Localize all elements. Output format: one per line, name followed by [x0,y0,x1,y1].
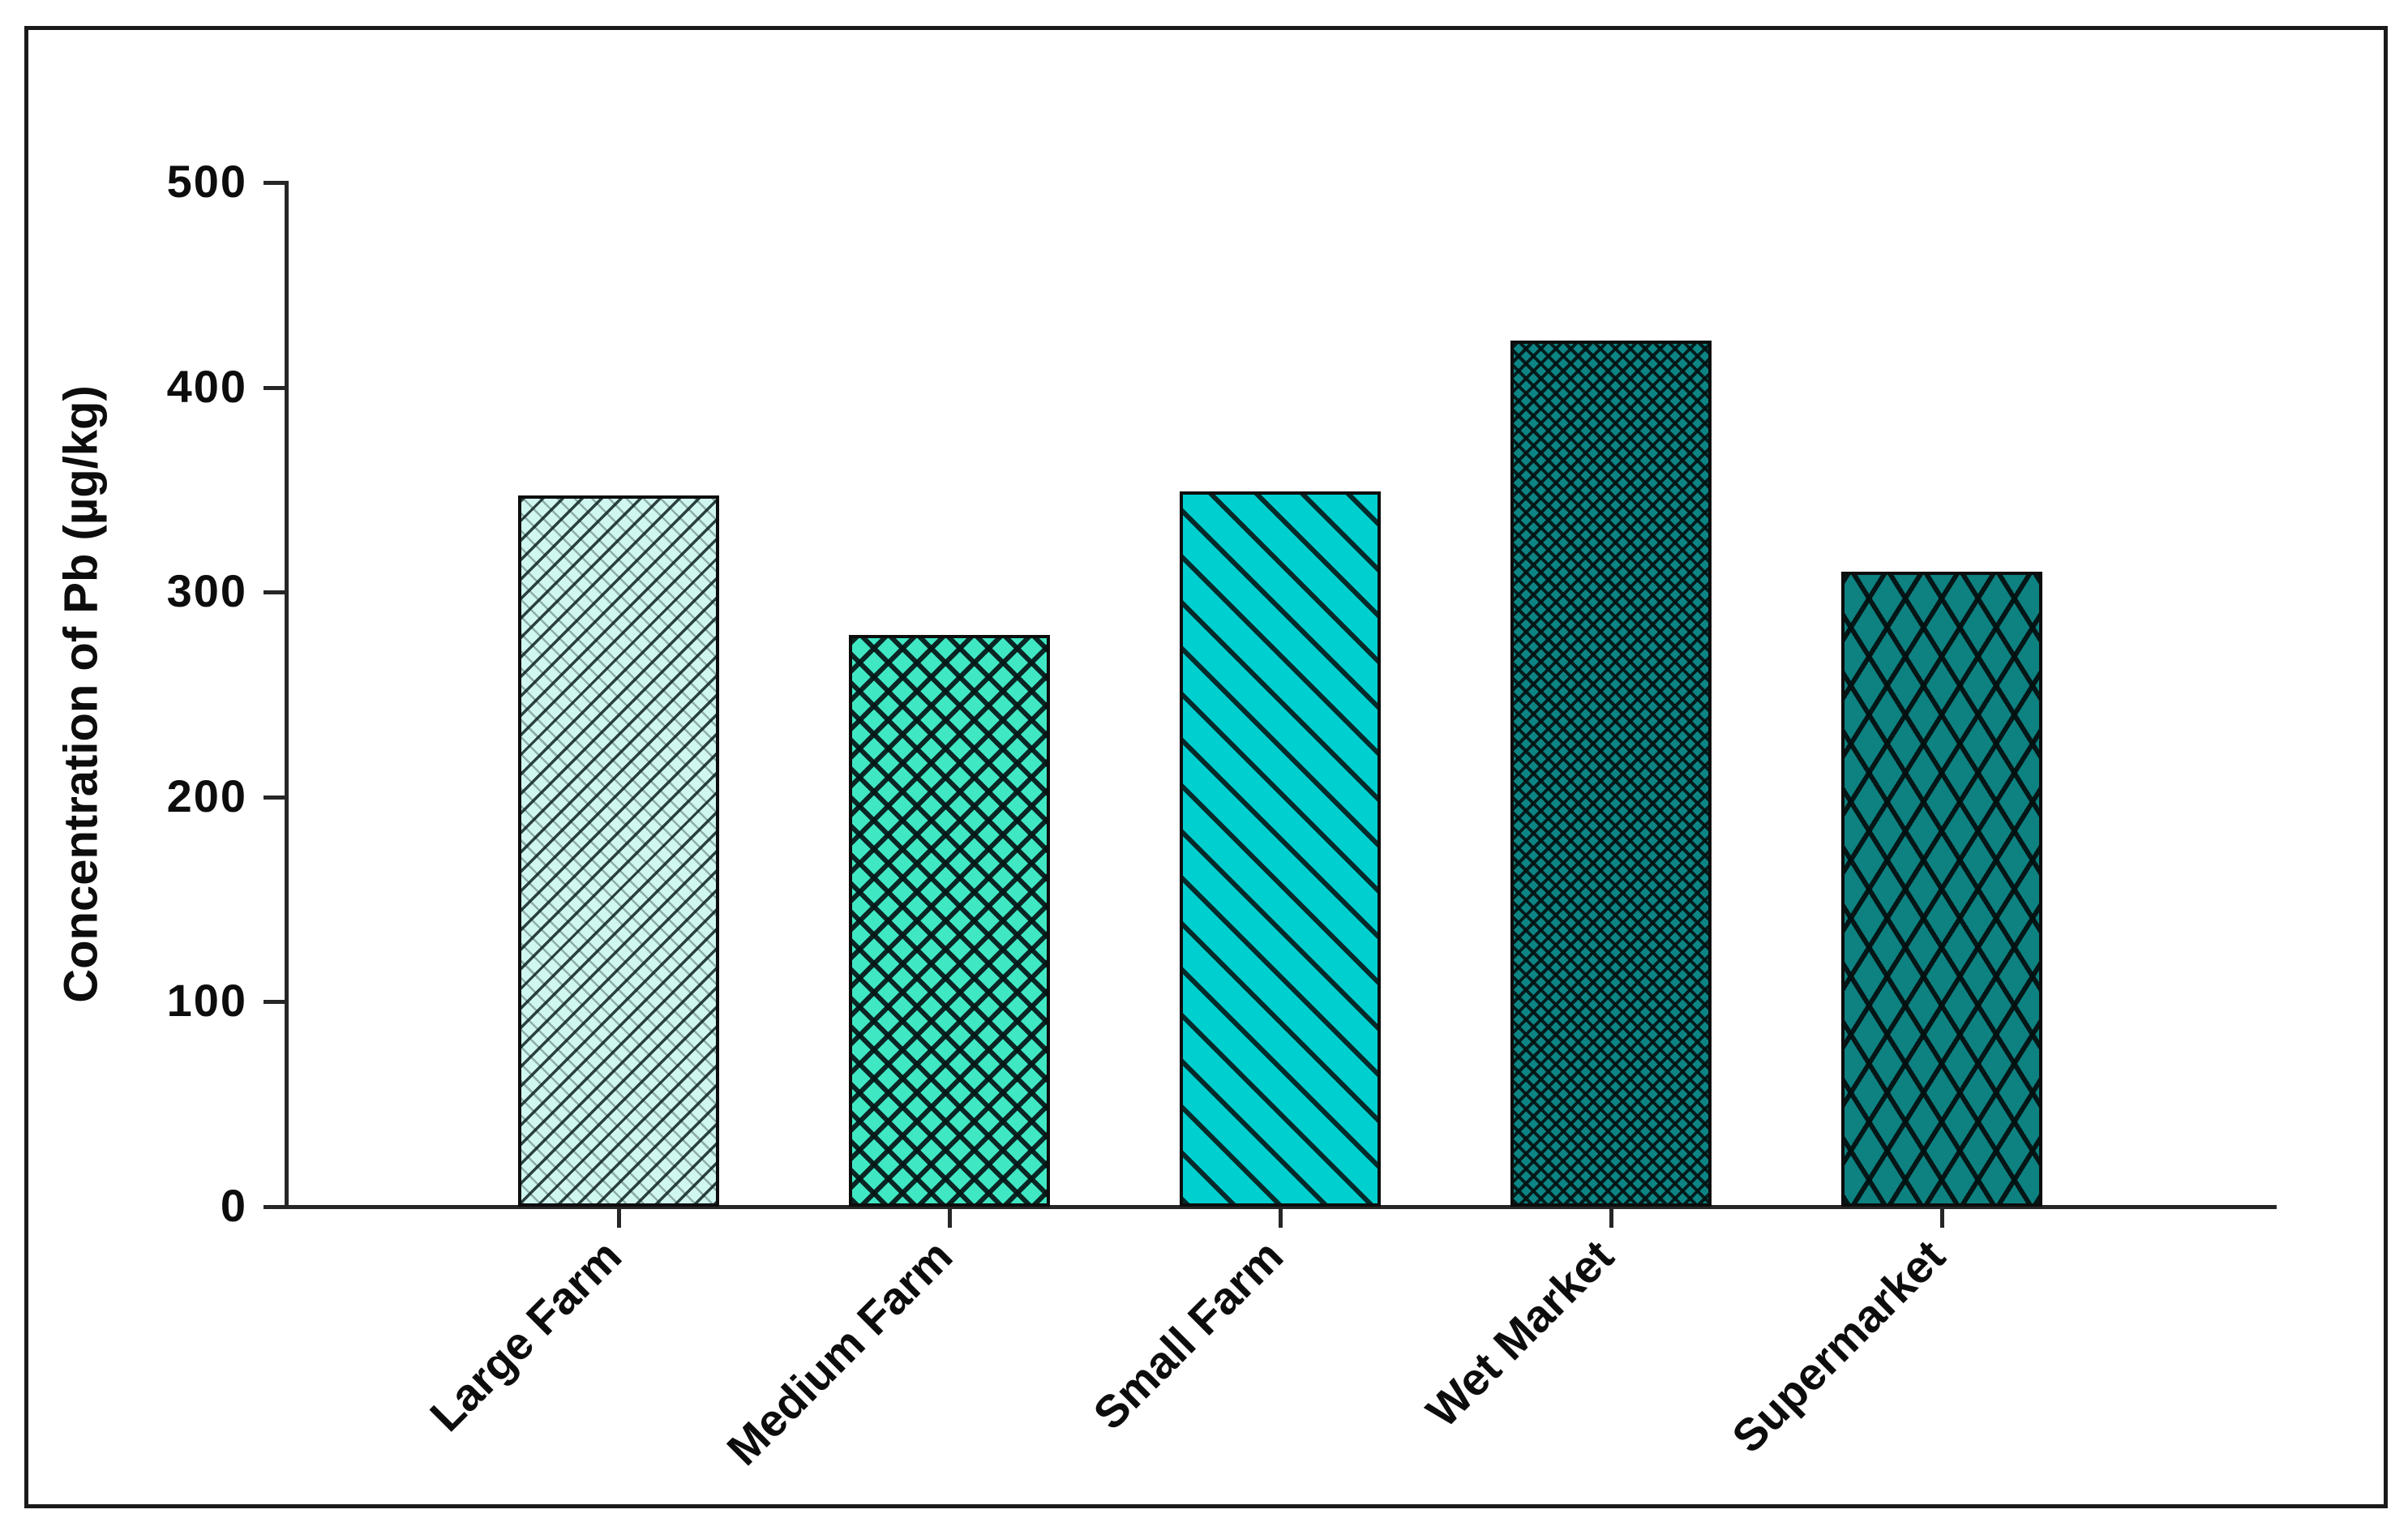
bar-medium-farm [849,635,1050,1207]
y-tick-300 [264,590,286,595]
y-tick-0 [264,1205,286,1209]
y-tick-label-500: 500 [166,156,247,207]
y-tick-400 [264,385,286,390]
x-tick-medium-farm [948,1207,952,1228]
bar-large-farm [518,495,719,1207]
x-tick-large-farm [617,1207,621,1228]
x-tick-wet-market [1609,1207,1613,1228]
bar-small-farm [1180,491,1381,1207]
y-tick-200 [264,795,286,800]
y-axis-title: Concentration of Pb (µg/kg) [54,385,108,1003]
bar-supermarket [1841,571,2042,1207]
y-tick-label-400: 400 [166,360,247,412]
x-tick-supermarket [1940,1207,1944,1228]
x-tick-small-farm [1279,1207,1283,1228]
y-tick-100 [264,1000,286,1005]
y-tick-label-200: 200 [166,770,247,821]
y-axis-line [285,181,289,1209]
y-tick-label-100: 100 [166,975,247,1027]
y-tick-500 [264,181,286,185]
y-tick-label-300: 300 [166,565,247,617]
x-axis-line [276,1205,2277,1209]
y-tick-label-0: 0 [220,1180,247,1231]
bar-wet-market [1510,340,1712,1207]
